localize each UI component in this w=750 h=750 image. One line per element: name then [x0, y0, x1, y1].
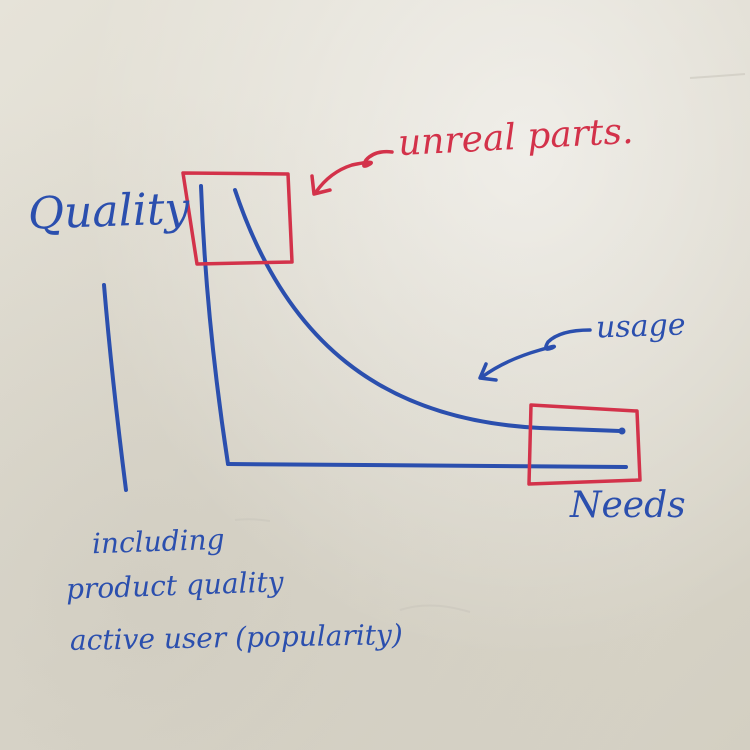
usage-arrow-head-icon: [478, 362, 498, 382]
x-axis-label: Needs: [570, 485, 686, 526]
ghost-marks: [234, 73, 746, 613]
note-line-1: including: [91, 522, 226, 561]
x-axis-line: [226, 462, 628, 469]
curve-label: usage: [595, 307, 687, 346]
note-line-2: product quality: [65, 565, 285, 606]
unreal-arrow: [314, 149, 394, 194]
usage-arrow: [480, 328, 592, 379]
usage-curve: [233, 188, 622, 433]
y-axis-label: Quality: [27, 183, 191, 240]
quality-separator-line: [102, 283, 128, 492]
highlight-box-top: [181, 171, 294, 266]
unreal-arrow-head-icon: [310, 174, 332, 196]
note-line-3: active user (popularity): [69, 618, 404, 657]
highlight-box-bottom: [527, 403, 642, 486]
y-axis-line: [199, 184, 230, 466]
curve-end-dot: [618, 427, 626, 435]
